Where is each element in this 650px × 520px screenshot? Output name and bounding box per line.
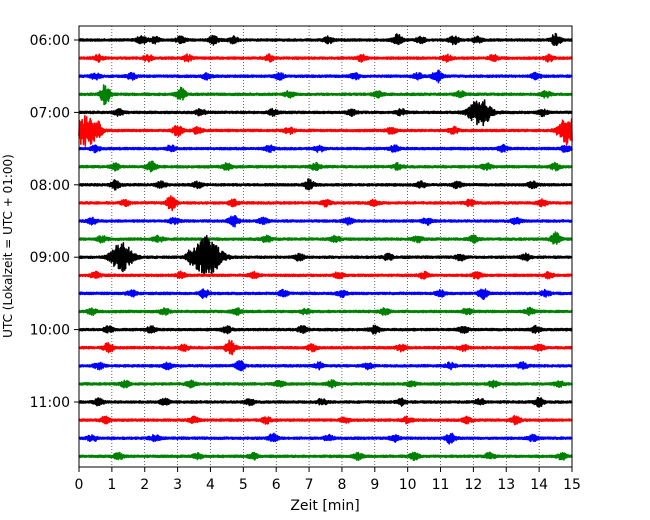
y-tick-label: 09:00	[30, 250, 70, 266]
x-tick-label: 13	[497, 477, 515, 493]
x-tick-label: 7	[305, 477, 314, 493]
x-tick-label: 8	[337, 477, 346, 493]
x-axis-label: Zeit [min]	[290, 498, 359, 514]
x-axis-ticks: 0 1 2 3 4 5 6 7 8 9 10 11 12 13 14 15	[75, 467, 581, 493]
x-tick-label: 12	[464, 477, 482, 493]
trace-0730	[78, 143, 573, 154]
y-tick-label: 06:00	[30, 33, 70, 49]
x-tick-label: 1	[107, 477, 116, 493]
trace-0845	[78, 231, 573, 245]
trace-1100	[78, 396, 573, 408]
x-tick-label: 15	[563, 477, 581, 493]
x-tick-label: 10	[399, 477, 417, 493]
x-tick-label: 3	[173, 477, 182, 493]
trace-0700	[78, 99, 573, 127]
trace-1115	[78, 414, 573, 426]
trace-0930	[78, 288, 573, 301]
trace-0745	[78, 160, 573, 173]
x-tick-label: 2	[140, 477, 149, 493]
x-tick-label: 9	[370, 477, 379, 493]
trace-1030	[78, 360, 573, 372]
seismogram-traces	[78, 32, 573, 462]
trace-1145	[78, 451, 573, 462]
trace-0630	[78, 69, 573, 84]
trace-0815	[78, 195, 573, 212]
trace-0900	[78, 234, 573, 276]
trace-0945	[78, 306, 573, 317]
y-tick-label: 07:00	[30, 105, 70, 121]
y-tick-label: 08:00	[30, 178, 70, 194]
trace-1015	[78, 339, 573, 356]
x-tick-label: 0	[75, 477, 84, 493]
x-tick-label: 5	[239, 477, 248, 493]
trace-1045	[78, 379, 573, 389]
trace-1130	[78, 432, 573, 445]
y-tick-label: 10:00	[30, 323, 70, 339]
trace-0915	[78, 270, 573, 280]
y-tick-label: 11:00	[30, 395, 70, 411]
trace-0615	[78, 53, 573, 63]
x-tick-label: 6	[272, 477, 281, 493]
y-axis-ticks: 06:00 07:00 08:00 09:00 10:00 11:00	[30, 33, 79, 411]
x-tick-label: 4	[206, 477, 215, 493]
y-axis-label: UTC (Lokalzeit = UTC + 01:00)	[1, 154, 15, 338]
trace-0715	[78, 114, 573, 147]
trace-0830	[78, 215, 573, 228]
trace-0800	[78, 178, 573, 191]
trace-1000	[78, 324, 573, 335]
plot-frame	[78, 25, 573, 468]
trace-0600	[78, 32, 573, 47]
x-tick-label: 14	[530, 477, 548, 493]
trace-0645	[78, 84, 573, 106]
x-tick-label: 11	[432, 477, 450, 493]
